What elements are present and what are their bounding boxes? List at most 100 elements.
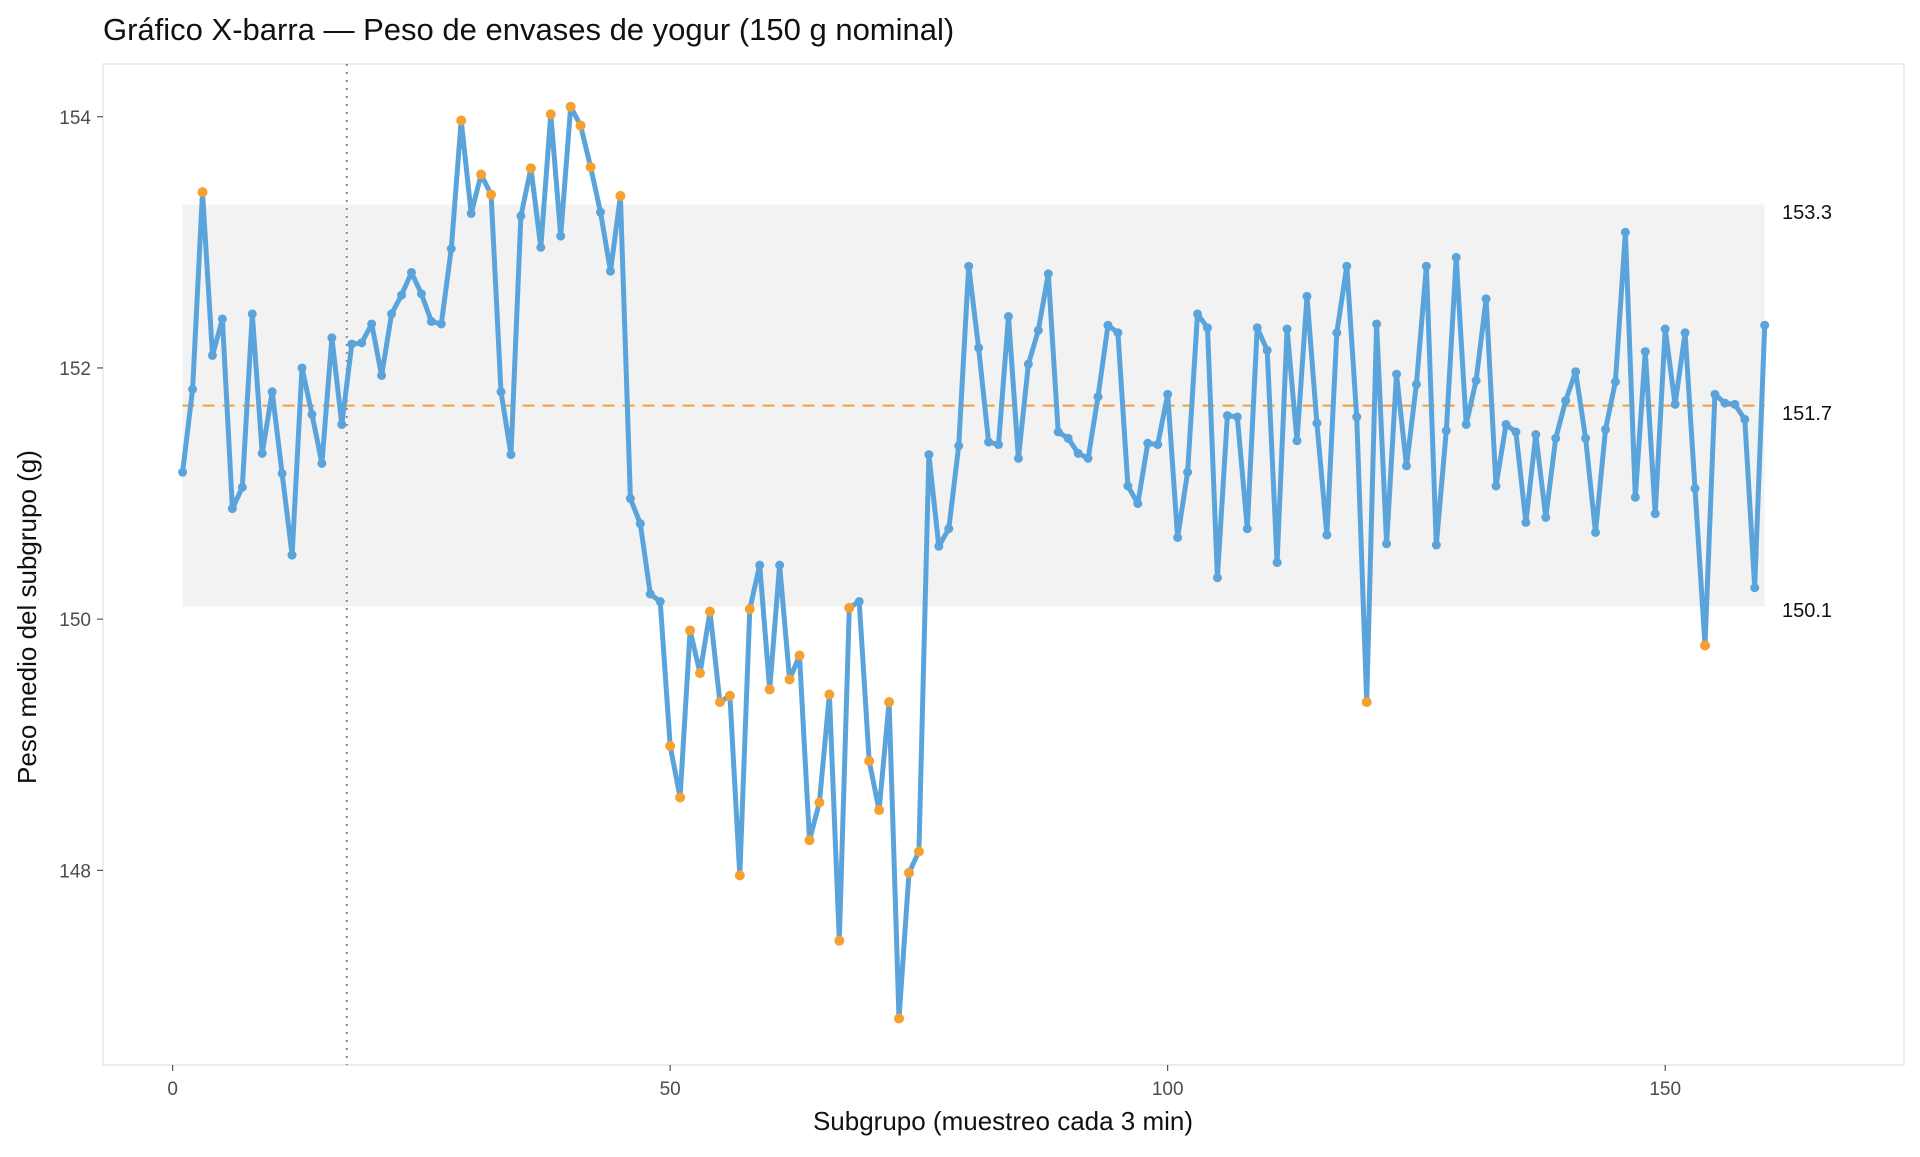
out-of-control-point: [884, 697, 895, 708]
data-point: [188, 384, 198, 394]
data-point: [1163, 389, 1173, 399]
data-point: [924, 450, 934, 460]
out-of-control-point: [734, 870, 745, 881]
data-point: [1561, 396, 1571, 406]
data-point: [1551, 433, 1561, 443]
y-tick-label: 154: [59, 108, 91, 129]
data-point: [1003, 311, 1013, 321]
data-point: [287, 550, 297, 560]
out-of-control-point: [615, 190, 626, 201]
data-point: [1282, 324, 1292, 334]
data-point: [1232, 412, 1242, 422]
series-line: [180, 104, 1768, 1021]
data-point: [416, 289, 426, 299]
data-point: [1093, 392, 1103, 402]
ucl-label: 153.3: [1782, 202, 1832, 224]
out-of-control-point: [894, 1013, 905, 1024]
data-point: [645, 589, 655, 599]
x-tick-label: 50: [660, 1079, 681, 1100]
data-point: [1670, 399, 1680, 409]
out-of-control-point: [764, 684, 775, 695]
out-of-control-point: [545, 109, 556, 120]
data-point: [1441, 426, 1451, 436]
data-point: [1113, 328, 1123, 338]
data-point: [1202, 323, 1212, 333]
plot-panel: 0 50 100 150 148 150 152 154: [59, 63, 1905, 1100]
data-point: [1222, 411, 1232, 421]
data-point: [1630, 492, 1640, 502]
out-of-control-point: [585, 161, 596, 172]
y-tick-label: 152: [59, 359, 91, 380]
data-point: [357, 338, 367, 348]
data-point: [1083, 453, 1093, 463]
data-point: [506, 450, 516, 460]
data-point: [1501, 419, 1511, 429]
data-point: [1073, 448, 1083, 458]
data-point: [1352, 412, 1362, 422]
y-tick-label: 148: [59, 861, 91, 882]
out-of-control-point: [784, 674, 795, 685]
out-of-control-point: [834, 935, 845, 946]
data-point: [1591, 527, 1601, 537]
data-point: [556, 231, 566, 241]
data-point: [516, 211, 526, 221]
data-point: [1581, 433, 1591, 443]
data-point: [1023, 359, 1033, 369]
out-of-control-point: [486, 189, 497, 200]
x-tick-label: 100: [1152, 1079, 1184, 1100]
data-point: [466, 208, 476, 218]
data-point: [387, 309, 397, 319]
data-point: [1690, 484, 1700, 494]
data-point: [1521, 517, 1531, 527]
y-axis-label: Peso medio del subgrupo (g): [12, 450, 42, 784]
out-of-control-point: [744, 604, 755, 615]
data-point: [1242, 524, 1252, 534]
data-point: [247, 309, 257, 319]
data-point: [1252, 323, 1262, 333]
out-of-control-point: [197, 187, 208, 198]
data-point: [178, 467, 188, 477]
x-axis-label: Subgrupo (muestreo cada 3 min): [813, 1106, 1193, 1136]
data-point: [257, 448, 267, 458]
data-point: [1730, 399, 1740, 409]
out-of-control-point: [714, 697, 725, 708]
data-point: [496, 387, 506, 397]
data-point: [297, 363, 307, 373]
data-point: [775, 560, 785, 570]
data-point: [217, 314, 227, 324]
data-point: [1322, 530, 1332, 540]
data-point: [605, 266, 615, 276]
out-of-control-point: [913, 846, 924, 857]
data-point: [1272, 558, 1282, 568]
chart-title: Gráfico X-barra — Peso de envases de yog…: [103, 12, 954, 47]
out-of-control-point: [814, 797, 825, 808]
x-tick-label: 0: [167, 1079, 178, 1100]
data-point: [1650, 509, 1660, 519]
data-point: [1471, 376, 1481, 386]
out-of-control-point: [704, 606, 715, 617]
data-point: [1511, 427, 1521, 437]
data-point: [337, 419, 347, 429]
data-point: [1342, 261, 1352, 271]
data-point: [1720, 398, 1730, 408]
data-point: [1610, 377, 1620, 387]
out-of-control-point: [1361, 697, 1372, 708]
data-point: [1620, 227, 1630, 237]
out-of-control-point: [685, 625, 696, 636]
data-point: [237, 482, 247, 492]
out-of-control-point: [794, 650, 805, 661]
data-point: [1760, 320, 1770, 330]
data-point: [635, 519, 645, 529]
data-point: [1740, 414, 1750, 424]
data-point: [1033, 325, 1043, 335]
panel-border: [102, 63, 1905, 1066]
data-point: [1600, 424, 1610, 434]
data-point: [1312, 418, 1322, 428]
data-point: [1382, 539, 1392, 549]
out-of-control-point: [565, 101, 576, 112]
data-point: [317, 458, 327, 468]
data-point: [367, 319, 377, 329]
data-point: [1531, 430, 1541, 440]
data-point: [1133, 499, 1143, 509]
out-of-control-point: [575, 120, 586, 131]
